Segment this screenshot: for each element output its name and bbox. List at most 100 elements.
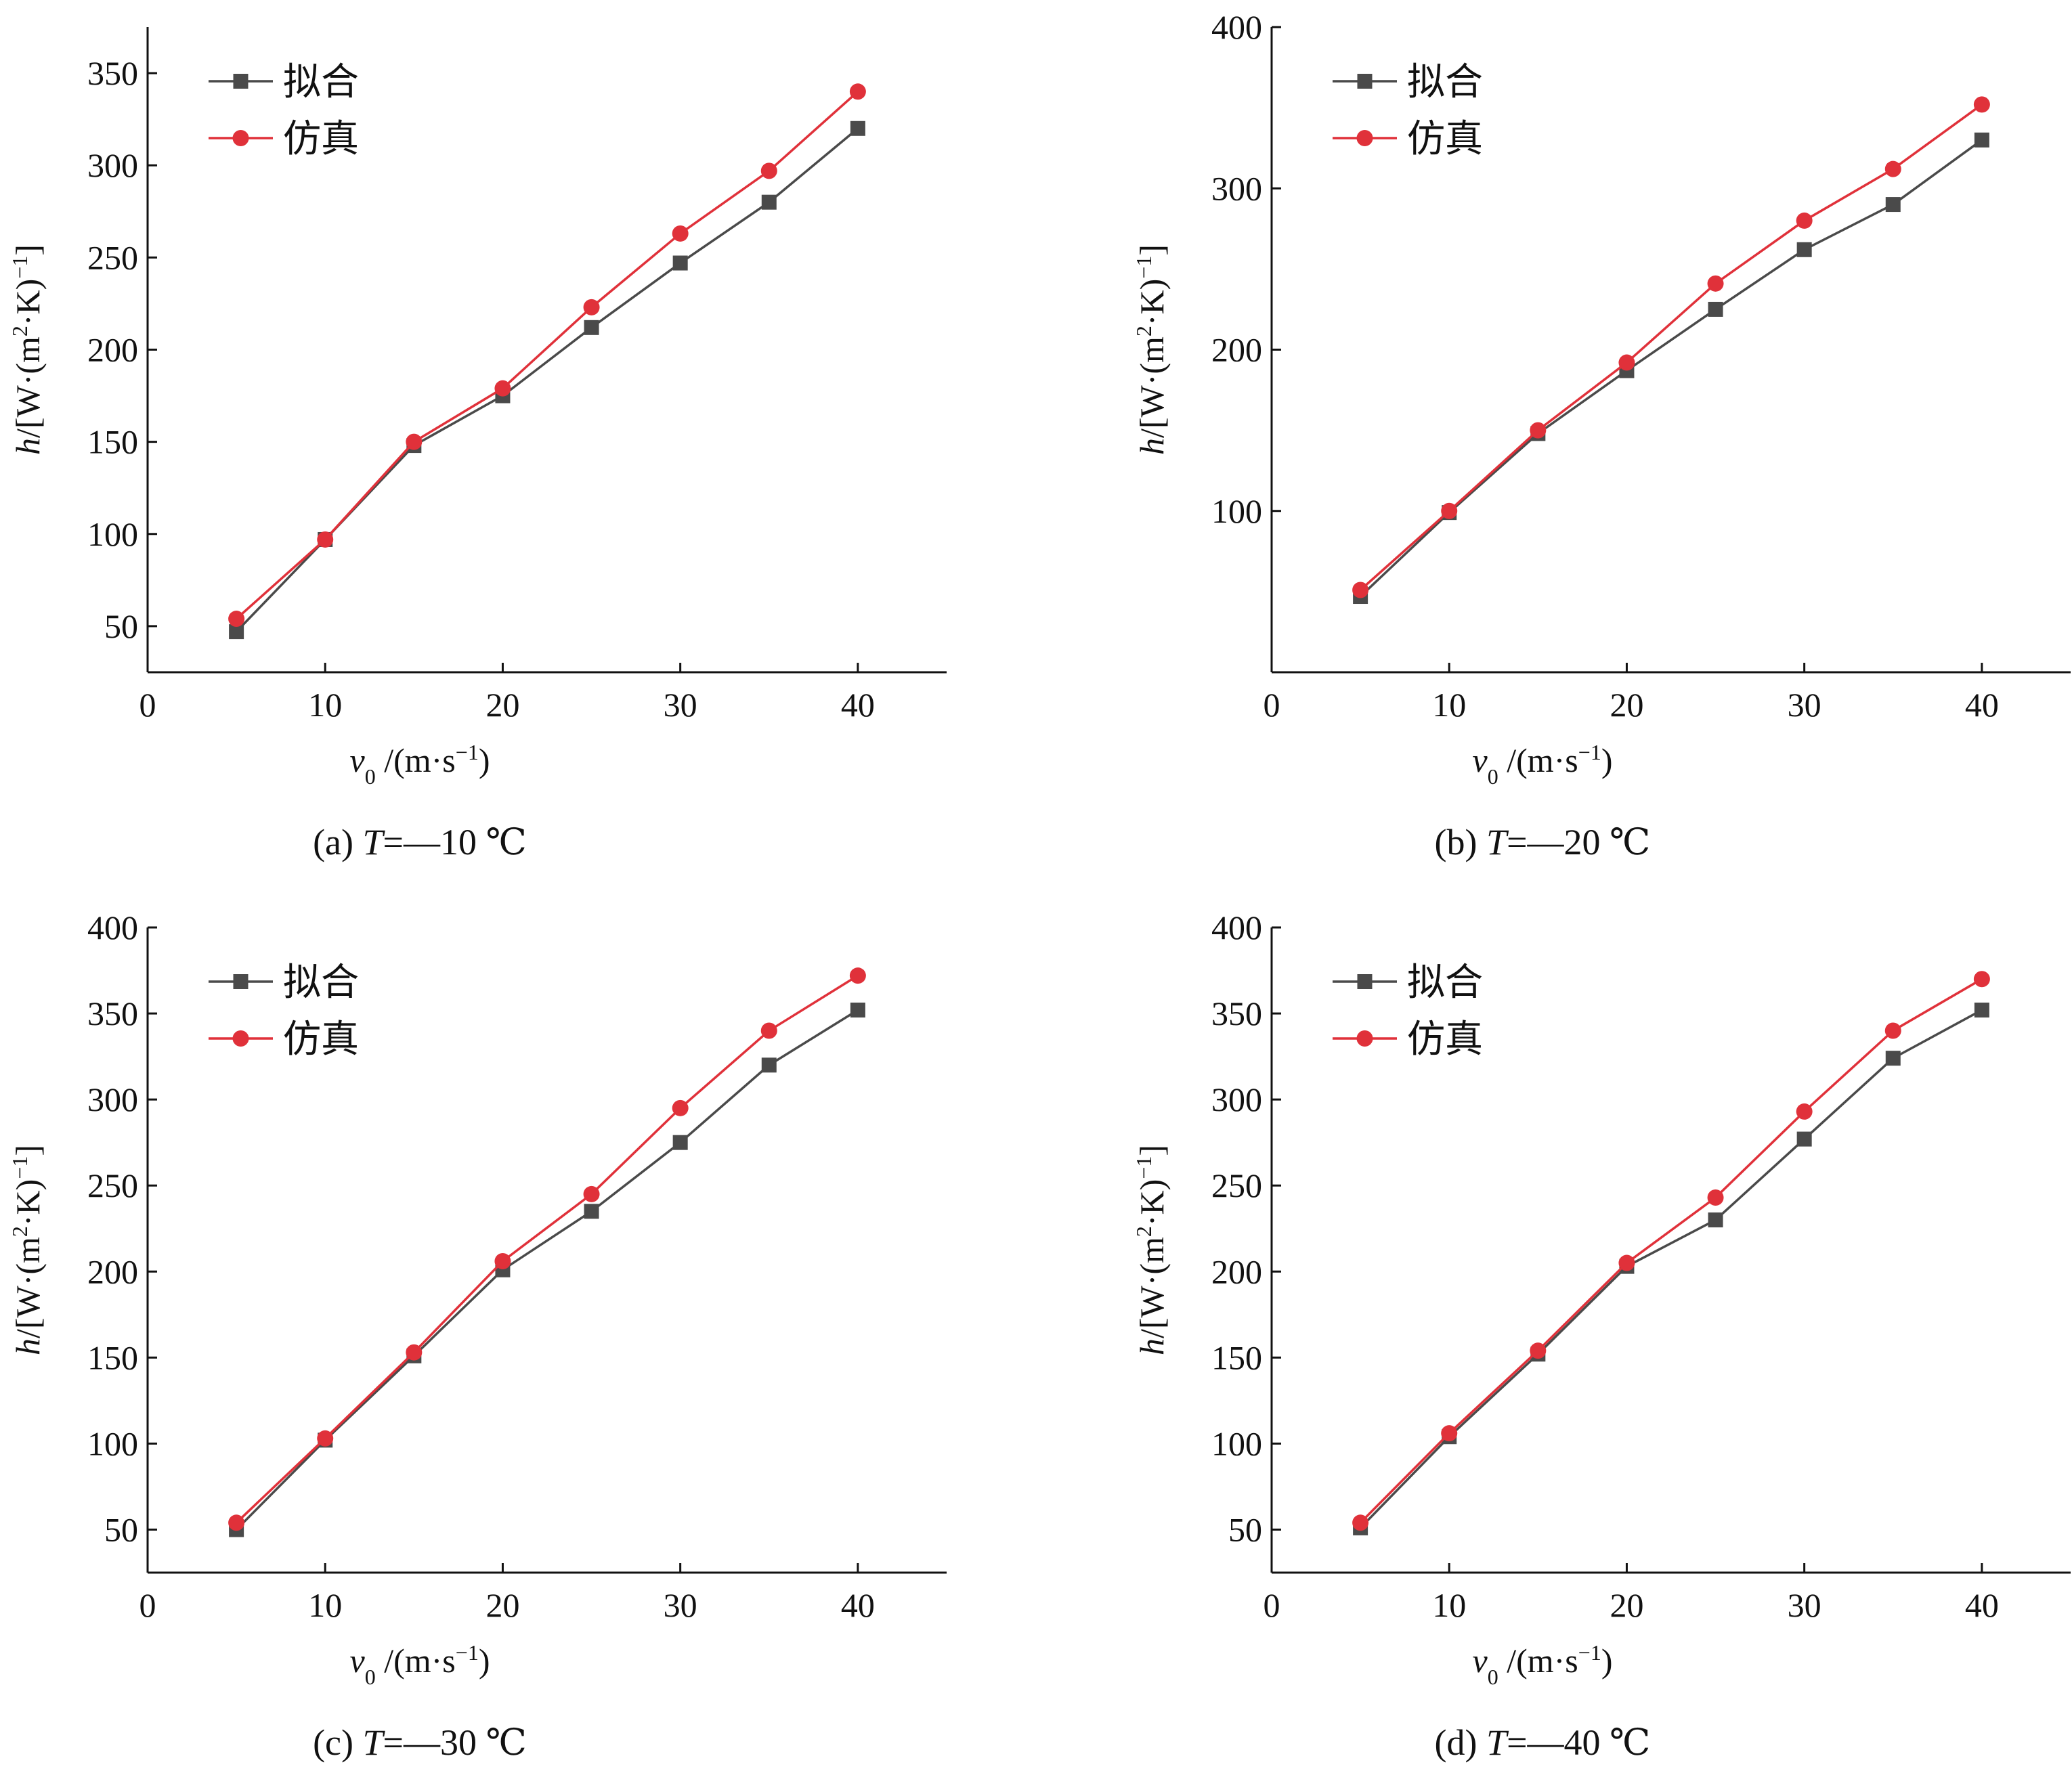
caption-part: =—20 ℃ [1507,822,1650,862]
caption-part: (d) [1435,1722,1486,1763]
label-part: /[W·(m [9,336,47,438]
y-tick-label: 250 [87,238,138,276]
chart-panel-d: 0 10 20 30 4050100150200250300350400h/[W·(m2… [1131,909,2071,1763]
superscript: 2 [1131,326,1156,336]
x-tick-label: 10 [1432,1586,1466,1624]
legend-marker-square [233,74,249,89]
y-tick-label: 400 [1211,8,1262,46]
subscript: 0 [365,764,376,789]
series-line-sim [235,974,859,1524]
caption-part: =—10 ℃ [383,822,527,862]
data-point-sim [1530,422,1547,439]
subscript: 0 [365,1665,376,1689]
data-point-sim [1796,212,1813,229]
data-point-fit [1974,1002,1989,1017]
caption-part: =—30 ℃ [383,1722,527,1763]
legend-label: 仿真 [1407,1017,1483,1061]
data-point-fit [229,624,244,640]
legend-label: 仿真 [1407,117,1483,161]
legend-marker-circle [1356,130,1373,146]
data-point-fit [1974,132,1989,148]
caption-symbol: T [1486,1722,1509,1763]
data-point-sim [317,1430,334,1447]
x-tick-label: 0 [139,686,156,724]
caption-symbol: T [363,822,386,862]
y-tick-label: 350 [87,54,138,92]
x-tick-label: 0 [1264,1586,1280,1624]
superscript: −1 [1578,1640,1601,1665]
panel-caption: (c) T=—30 ℃ [313,1722,527,1763]
data-point-sim [317,531,334,548]
y-tick-label: 300 [87,146,138,184]
label-part: /(m·s [1498,741,1578,779]
y-tick-label: 100 [1211,1424,1262,1462]
data-point-sim [494,380,511,397]
legend-label: 拟合 [1407,961,1483,1005]
series-line-fit [1359,139,1983,598]
data-point-sim [760,162,777,179]
label-part: ·K) [1133,1179,1171,1226]
legend-label: 拟合 [283,60,359,104]
data-point-fit [850,1002,865,1017]
y-axis-label: h/[W·(m2·K)−1] [7,1145,47,1355]
data-point-sim [1530,1342,1547,1359]
x-tick-label: 30 [664,686,697,724]
x-tick-label: 30 [664,1586,697,1624]
x-axis-label: v0 /(m·s−1) [1473,1640,1613,1689]
caption-part: (c) [313,1722,362,1763]
label-part: /(m·s [376,1642,456,1680]
x-tick-label: 10 [308,686,342,724]
data-point-sim [1973,96,1990,113]
caption-part: (a) [313,822,362,862]
series-line-sim [1359,978,1983,1524]
data-point-fit [1885,1051,1901,1066]
x-tick-label: 40 [841,1586,875,1624]
x-tick-label: 20 [1610,686,1643,724]
x-axis-symbol: v [1473,1642,1488,1680]
y-tick-label: 100 [1211,492,1262,530]
data-point-sim [1618,1254,1635,1271]
data-point-fit [672,1135,688,1150]
superscript: −1 [456,1640,479,1665]
x-axis-symbol: v [350,1642,366,1680]
x-tick-label: 40 [1965,1586,1999,1624]
label-part: ] [9,244,47,256]
y-tick-label: 350 [1211,994,1262,1032]
data-point-fit [584,320,599,335]
legend-label: 仿真 [283,117,359,161]
label-part: ] [1133,1145,1171,1156]
data-point-sim [583,1185,600,1202]
y-tick-label: 50 [104,607,138,645]
y-axis-symbol: h [9,1338,47,1355]
label-part: /(m·s [1498,1642,1578,1680]
superscript: 2 [7,326,32,336]
label-part: ] [1133,244,1171,256]
x-axis-label: v0 /(m·s−1) [350,1640,490,1689]
panel-caption: (b) T=—20 ℃ [1435,822,1651,862]
y-tick-label: 100 [87,1424,138,1462]
legend-marker-circle [232,130,249,146]
data-point-fit [1708,301,1723,317]
legend-marker-square [233,974,249,989]
data-point-sim [672,1099,689,1116]
legend-label: 拟合 [1407,60,1483,104]
superscript: −1 [456,740,479,764]
x-tick-label: 30 [1788,686,1821,724]
superscript: −1 [1131,1156,1156,1179]
legend-marker-square [1357,74,1373,89]
label-part: ) [1601,741,1613,779]
label-part: /[W·(m [9,1237,47,1338]
x-tick-label: 20 [1610,1586,1643,1624]
panel-caption: (d) T=—40 ℃ [1435,1722,1651,1763]
label-part: /[W·(m [1133,336,1171,438]
y-tick-label: 250 [87,1166,138,1204]
data-point-fit [761,1057,777,1073]
data-point-sim [1707,275,1724,292]
data-point-sim [849,967,866,984]
data-point-sim [1884,160,1901,177]
data-point-sim [494,1253,511,1270]
superscript: −1 [7,1156,32,1179]
y-tick-label: 200 [87,331,138,369]
label-part: /(m·s [376,741,456,779]
